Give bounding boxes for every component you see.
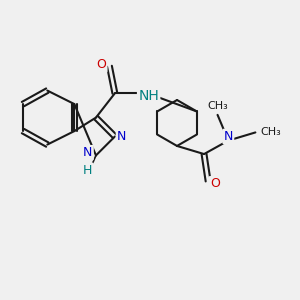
Text: N: N	[117, 130, 126, 143]
Text: N: N	[224, 130, 233, 143]
Text: N: N	[83, 146, 92, 159]
Text: O: O	[96, 58, 106, 71]
Text: O: O	[210, 177, 220, 190]
Text: CH₃: CH₃	[261, 128, 281, 137]
Text: NH: NH	[138, 89, 159, 103]
Text: H: H	[83, 164, 92, 177]
Text: CH₃: CH₃	[207, 101, 228, 111]
